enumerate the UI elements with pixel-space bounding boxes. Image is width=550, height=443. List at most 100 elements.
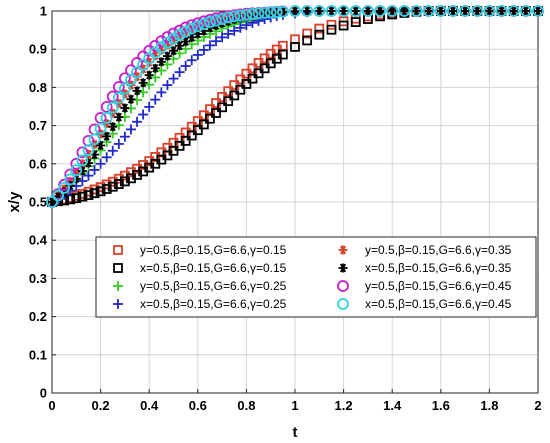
legend-marker — [113, 281, 123, 291]
data-point — [114, 112, 124, 122]
data-point — [167, 32, 180, 45]
data-point — [180, 135, 191, 146]
data-point — [259, 63, 270, 74]
series-8 — [46, 5, 544, 208]
data-point — [106, 101, 119, 114]
data-point — [223, 96, 234, 107]
data-point — [106, 90, 119, 103]
legend-label: x=0.5,β=0.15,G=6.6,γ=0.35 — [365, 261, 512, 275]
y-tick-label: 0.4 — [29, 233, 48, 248]
legend-marker — [113, 263, 123, 273]
data-point — [374, 5, 386, 17]
data-point — [162, 80, 173, 91]
data-point — [338, 20, 349, 31]
data-point — [509, 6, 519, 16]
data-point — [174, 140, 185, 151]
y-tick-label: 0.5 — [29, 195, 47, 210]
data-point — [150, 63, 160, 73]
y-tick-label: 0.9 — [29, 42, 47, 57]
data-point — [424, 6, 434, 16]
data-point — [58, 181, 71, 194]
data-point — [252, 7, 265, 20]
data-point — [113, 120, 124, 131]
data-point — [302, 6, 312, 16]
data-point — [100, 112, 113, 124]
data-point — [326, 19, 337, 30]
data-point — [181, 37, 191, 47]
data-point — [156, 65, 167, 76]
y-tick-label: 0.2 — [29, 309, 47, 324]
data-point — [471, 5, 484, 17]
data-point — [276, 5, 289, 18]
y-tick-label: 1 — [40, 4, 47, 19]
data-point — [521, 6, 531, 16]
data-point — [253, 68, 264, 79]
data-point — [77, 191, 88, 202]
data-point — [507, 5, 520, 17]
legend-label: y=0.5,β=0.15,G=6.6,γ=0.45 — [365, 279, 512, 293]
data-point — [235, 22, 246, 33]
legend-marker — [338, 263, 348, 273]
data-point — [533, 6, 543, 16]
data-point — [132, 86, 142, 96]
data-point — [459, 5, 472, 17]
data-point — [448, 6, 458, 16]
data-point — [326, 24, 337, 35]
data-point — [339, 6, 349, 16]
x-tick-label: 0.8 — [237, 398, 255, 413]
data-point — [47, 197, 57, 207]
data-point — [83, 170, 94, 181]
data-point — [150, 72, 161, 83]
legend-label: x=0.5,β=0.15,G=6.6,γ=0.15 — [140, 261, 287, 275]
data-point — [168, 145, 179, 156]
data-point — [210, 14, 222, 27]
data-point — [386, 5, 399, 17]
data-point — [179, 25, 192, 38]
x-tick-label: 1 — [291, 398, 298, 413]
data-point — [186, 130, 197, 141]
data-point — [290, 6, 300, 16]
data-point — [302, 35, 313, 46]
data-point — [447, 5, 459, 17]
data-point — [234, 9, 247, 22]
x-tick-label: 0.4 — [140, 398, 159, 413]
data-point — [64, 173, 77, 186]
data-point — [436, 6, 446, 16]
data-point — [167, 27, 180, 40]
legend-marker — [338, 245, 348, 255]
series-layer — [46, 5, 544, 208]
data-point — [229, 90, 240, 101]
data-point — [132, 116, 143, 127]
data-point — [192, 49, 203, 60]
data-point — [240, 8, 253, 21]
data-point — [169, 46, 178, 56]
data-point — [235, 84, 246, 95]
legend-label: x=0.5,β=0.15,G=6.6,γ=0.25 — [140, 297, 287, 311]
data-point — [197, 18, 210, 30]
data-point — [434, 5, 447, 17]
data-point — [247, 73, 258, 84]
data-point — [83, 190, 94, 201]
legend-label: y=0.5,β=0.15,G=6.6,γ=0.35 — [365, 243, 512, 257]
data-point — [144, 101, 155, 112]
data-point — [173, 28, 186, 41]
data-point — [138, 109, 149, 120]
axis-ticks: 0 0.2 0.4 0.6 0.8 1 1.2 1.4 1.6 1.8 2 0 0.1 0.2 0.3 0.4… — [29, 4, 542, 414]
data-point — [150, 94, 161, 105]
data-point — [119, 82, 131, 95]
data-point — [108, 122, 118, 132]
data-point — [89, 164, 100, 175]
legend: y=0.5,β=0.15,G=6.6,γ=0.15 x=0.5,β=0.15,G=… — [95, 236, 537, 318]
x-axis-label: t — [293, 424, 298, 441]
data-point — [120, 103, 130, 113]
data-point — [144, 70, 154, 80]
x-tick-label: 1.4 — [383, 398, 402, 413]
data-point — [198, 119, 209, 130]
data-point — [313, 5, 326, 17]
data-point — [326, 6, 336, 16]
data-point — [246, 8, 259, 20]
data-point — [211, 108, 221, 118]
data-point — [120, 176, 130, 187]
data-point — [314, 6, 324, 16]
legend-label: y=0.5,β=0.15,G=6.6,γ=0.25 — [140, 279, 287, 293]
